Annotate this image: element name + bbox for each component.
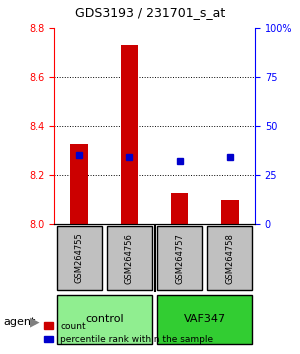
Text: ▶: ▶ [30, 316, 40, 329]
Text: GSM264758: GSM264758 [225, 233, 234, 284]
FancyBboxPatch shape [157, 226, 202, 290]
Bar [121, 45, 138, 224]
Text: agent: agent [3, 317, 35, 327]
FancyBboxPatch shape [107, 226, 152, 290]
Text: GDS3193 / 231701_s_at: GDS3193 / 231701_s_at [75, 6, 225, 19]
Text: control: control [85, 314, 124, 324]
Text: GSM264755: GSM264755 [75, 233, 84, 284]
FancyBboxPatch shape [56, 295, 152, 344]
Bar [171, 193, 188, 224]
FancyBboxPatch shape [56, 226, 102, 290]
Legend: count, percentile rank within the sample: count, percentile rank within the sample [40, 318, 217, 348]
Text: GSM264756: GSM264756 [125, 233, 134, 284]
Bar [221, 200, 239, 224]
Bar [70, 143, 88, 224]
FancyBboxPatch shape [207, 226, 253, 290]
Text: VAF347: VAF347 [184, 314, 226, 324]
Text: GSM264757: GSM264757 [175, 233, 184, 284]
FancyBboxPatch shape [157, 295, 253, 344]
